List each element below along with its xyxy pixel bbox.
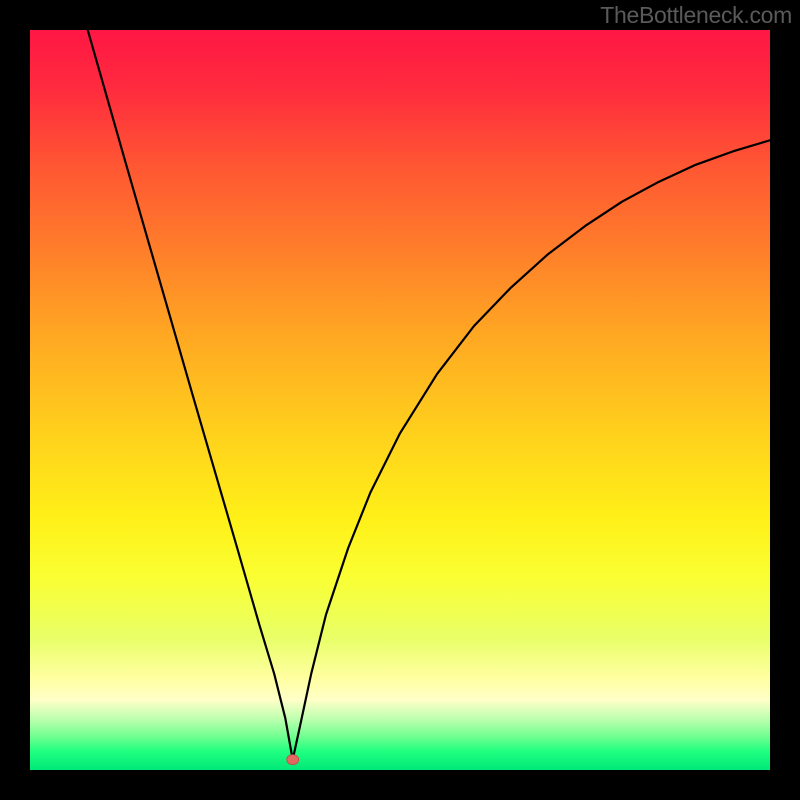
- bottleneck-chart: [30, 30, 770, 770]
- chart-container: [30, 30, 770, 770]
- optimum-marker: [287, 755, 299, 765]
- chart-background: [30, 30, 770, 770]
- watermark-text: TheBottleneck.com: [600, 2, 792, 29]
